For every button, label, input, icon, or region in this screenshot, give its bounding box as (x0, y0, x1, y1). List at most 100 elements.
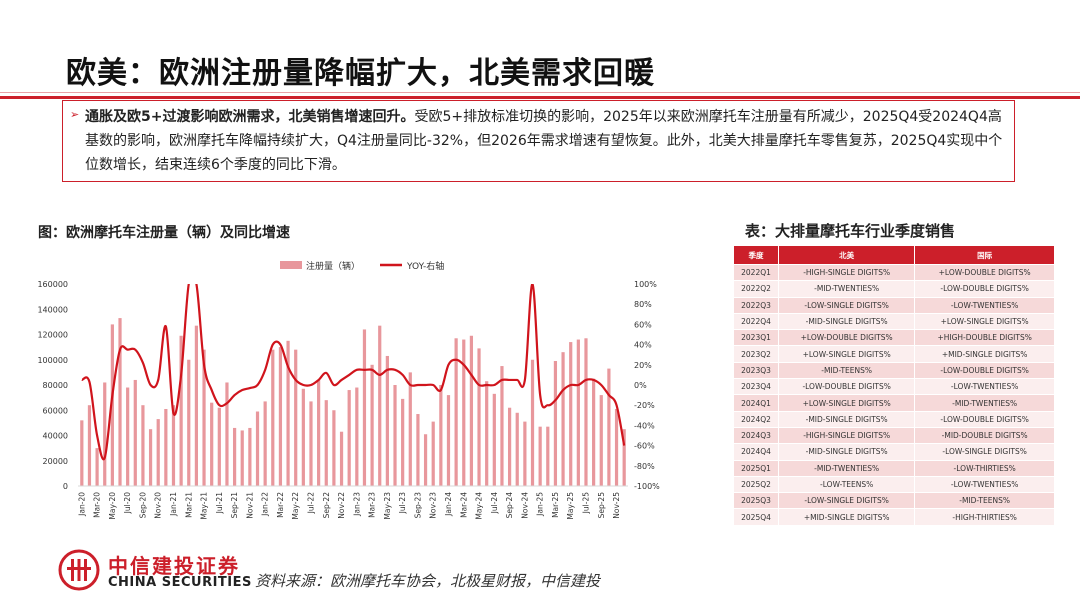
right-tick-label: -80% (634, 462, 655, 471)
north-america-cell: -LOW-DOUBLE DIGITS% (778, 378, 916, 396)
right-tick-label: 80% (634, 300, 652, 309)
left-tick-label: 20000 (43, 457, 68, 466)
x-tick-label: Jul-23 (398, 492, 407, 515)
x-tick-label: Nov-21 (245, 492, 254, 519)
x-tick-label: Sep-24 (505, 492, 514, 519)
legend-bar-swatch (280, 261, 302, 269)
north-america-cell: -LOW-SINGLE DIGITS% (778, 296, 916, 314)
x-tick-label: May-24 (475, 492, 484, 520)
chart-title: 图：欧洲摩托车注册量（辆）及同比增速 (38, 225, 290, 241)
table-row: 2022Q4 -MID-SINGLE DIGITS% +LOW-SINGLE DIG… (732, 312, 1055, 331)
table-row: 2023Q1 +LOW-DOUBLE DIGITS% +HIGH-DOUBLE DI… (732, 329, 1055, 347)
x-tick-label: Sep-25 (597, 492, 606, 519)
bar (584, 338, 588, 486)
table-header-2: 国际 (914, 245, 1055, 265)
north-america-cell: +LOW-DOUBLE DIGITS% (778, 329, 916, 347)
table-row: 2023Q3 -MID-TEENS% -LOW-DOUBLE DIGITS% (732, 361, 1055, 380)
left-tick-label: 80000 (43, 381, 68, 390)
x-tick-label: Jan-25 (536, 492, 545, 517)
quarter-cell: 2025Q3 (732, 492, 780, 510)
bar (530, 359, 535, 486)
x-tick-label: Sep-23 (413, 492, 422, 519)
left-tick-label: 100000 (37, 356, 68, 365)
quarter-cell: 2022Q4 (732, 312, 780, 331)
bar (622, 429, 626, 486)
quarter-cell: 2025Q4 (732, 508, 780, 526)
bar (347, 390, 351, 486)
bar (378, 325, 382, 486)
left-tick-label: 40000 (43, 432, 68, 441)
quarter-cell: 2022Q3 (732, 296, 780, 314)
bar (462, 339, 466, 486)
x-tick-label: Nov-24 (520, 492, 529, 519)
bar (95, 448, 99, 486)
bar (439, 385, 443, 486)
bar (614, 408, 619, 486)
x-tick-label: May-21 (200, 492, 209, 520)
quarter-cell: 2024Q1 (732, 394, 780, 412)
bar (187, 359, 191, 486)
citic-logo-icon (58, 549, 100, 591)
x-tick-label: Jul-20 (123, 492, 132, 515)
table-row: 2022Q1 -HIGH-SINGLE DIGITS% +LOW-DOUBLE DI… (732, 263, 1055, 282)
summary-bold: 通胀及欧5+过渡影响欧洲需求，北美销售增速回升。 (85, 109, 415, 125)
bar (263, 401, 267, 486)
table-body: 2022Q1 -HIGH-SINGLE DIGITS% +LOW-DOUBLE DI… (732, 263, 1055, 526)
bar (485, 381, 489, 486)
sales-table: 季度 北美 国际 2022Q1 -HIGH-SINGLE DIGITS% +LOW-DO… (732, 245, 1055, 526)
bar (599, 395, 603, 486)
x-tick-label: Sep-21 (230, 492, 239, 519)
registration-chart: 注册量（辆） YOY-右轴 160000 140000 120000 100000 8000… (37, 260, 660, 520)
international-cell: -MID-DOUBLE DIGITS% (914, 426, 1055, 445)
quarter-cell: 2022Q1 (732, 263, 780, 282)
bar (355, 387, 359, 486)
bar (103, 382, 107, 486)
table-header-row: 季度 北美 国际 (732, 245, 1055, 265)
bar (339, 431, 344, 486)
x-tick-label: Jan-23 (352, 492, 361, 517)
quarter-cell: 2024Q2 (732, 410, 780, 428)
table-row: 2023Q2 +LOW-SINGLE DIGITS% +MID-SINGLE DIG… (732, 345, 1055, 363)
left-tick-label: 140000 (37, 305, 68, 314)
x-tick-label: May-20 (108, 492, 117, 520)
x-tick-label: Jul-22 (306, 492, 315, 515)
north-america-cell: -HIGH-SINGLE DIGITS% (778, 263, 916, 282)
quarter-cell: 2023Q2 (732, 345, 780, 363)
north-america-cell: +MID-SINGLE DIGITS% (778, 508, 916, 526)
bar (446, 395, 451, 486)
x-tick-label: Mar-24 (459, 492, 468, 518)
table-row: 2025Q4 +MID-SINGLE DIGITS% -HIGH-THIRTIES% (732, 508, 1055, 526)
table-row: 2025Q2 -LOW-TEENS% -LOW-TWENTIES% (732, 475, 1055, 494)
bar (317, 379, 321, 486)
international-cell: -LOW-DOUBLE DIGITS% (914, 410, 1055, 428)
bar (255, 411, 260, 486)
table-row: 2022Q2 -MID-TWENTIES% -LOW-DOUBLE DIGITS% (732, 280, 1055, 298)
x-tick-label: Jul-24 (490, 492, 499, 515)
logo-text-cn: 中信建投证券 (108, 554, 240, 578)
x-tick-label: Mar-21 (184, 492, 193, 518)
bar (309, 401, 313, 486)
x-tick-label: Jan-20 (77, 492, 86, 517)
bar (592, 378, 596, 486)
bar (370, 364, 374, 486)
bar (607, 368, 611, 486)
table-row: 2022Q3 -LOW-SINGLE DIGITS% -LOW-TWENTIES% (732, 296, 1055, 314)
north-america-cell: -LOW-TEENS% (778, 475, 916, 494)
table-row: 2023Q4 -LOW-DOUBLE DIGITS% -LOW-TWENTIES% (732, 378, 1055, 396)
yoy-line (81, 284, 626, 461)
bar (561, 352, 565, 486)
x-tick-label: Nov-23 (429, 492, 438, 519)
quarter-cell: 2025Q1 (732, 459, 780, 477)
quarter-cell: 2023Q1 (732, 329, 780, 347)
bar (164, 408, 168, 486)
bar (232, 427, 237, 486)
bar (507, 407, 512, 486)
international-cell: -LOW-SINGLE DIGITS% (914, 443, 1055, 461)
x-tick-label: May-23 (383, 492, 392, 520)
bar (492, 393, 496, 486)
bar (553, 361, 558, 486)
bar (569, 342, 573, 486)
quarter-cell: 2022Q2 (732, 280, 780, 298)
bar (500, 366, 504, 486)
x-tick-label: Jul-21 (215, 492, 224, 515)
